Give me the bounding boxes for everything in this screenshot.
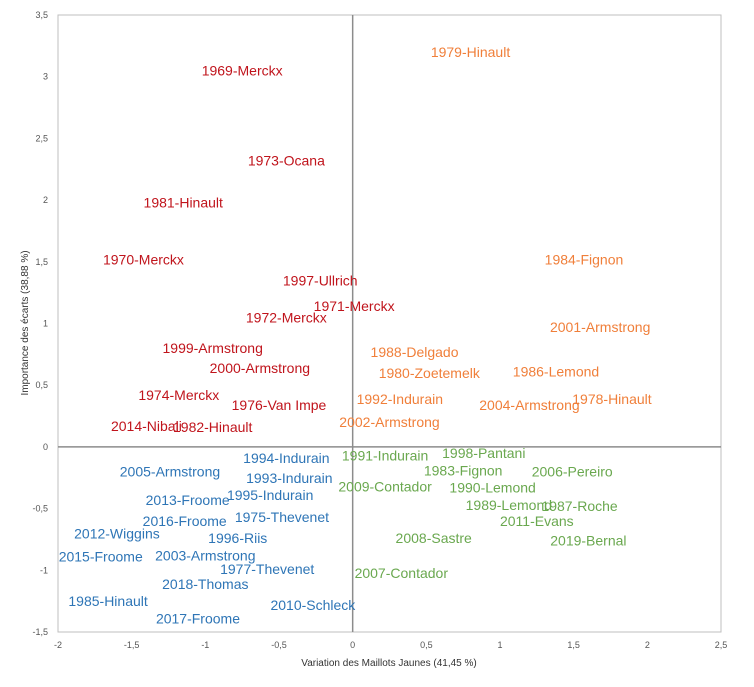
tick-labels-group: -2 -1,5 -1 -0,5 0 0,5 1 1,5 2 2,5 -1,5 -1 -0,5 0 0,5 1 1… xyxy=(32,10,727,650)
data-point-label: 1991-Indurain xyxy=(342,448,428,464)
x-tick-label: 1,5 xyxy=(567,640,580,650)
data-point-label: 1978-Hinault xyxy=(572,391,651,407)
data-point-label: 1971-Merckx xyxy=(314,298,395,314)
axes-group xyxy=(58,15,721,632)
data-point-label: 2014-Nibali xyxy=(111,418,182,434)
data-point-label: 2012-Wiggins xyxy=(74,525,160,541)
x-tick-label: -1,5 xyxy=(124,640,140,650)
data-point-label: 1998-Pantani xyxy=(442,445,525,461)
data-point-label: 1982-Hinault xyxy=(173,419,252,435)
data-point-label: 1973-Ocana xyxy=(248,153,325,169)
x-tick-label: -2 xyxy=(54,640,62,650)
data-point-label: 2019-Bernal xyxy=(550,533,626,549)
data-point-label: 1996-Riis xyxy=(208,530,267,546)
data-point-label: 2006-Pereiro xyxy=(532,464,613,480)
x-tick-label: 0 xyxy=(350,640,355,650)
data-point-label: 1972-Merckx xyxy=(246,309,327,325)
data-point-label: 1983-Fignon xyxy=(424,462,503,478)
y-axis-title: Importance des écarts (38,88 %) xyxy=(20,250,31,395)
y-tick-label: 1 xyxy=(43,319,48,329)
data-point-label: 2017-Froome xyxy=(156,610,240,626)
data-point-label: 1980-Zoetemelk xyxy=(379,365,481,381)
data-point-label: 2002-Armstrong xyxy=(339,414,439,430)
data-point-label: 1999-Armstrong xyxy=(163,340,263,356)
data-point-label: 1990-Lemond xyxy=(449,480,535,496)
point-labels-group: 1979-Hinault 1969-Merckx 1973-Ocana 1981-Hi… xyxy=(59,44,652,626)
data-point-label: 1979-Hinault xyxy=(431,44,510,60)
x-tick-label: 1 xyxy=(497,640,502,650)
y-tick-label: 0 xyxy=(43,442,48,452)
y-tick-label: 3 xyxy=(43,72,48,82)
data-point-label: 1995-Indurain xyxy=(227,487,313,503)
data-point-label: 1977-Thevenet xyxy=(220,561,314,577)
y-tick-label: 0,5 xyxy=(35,380,48,390)
y-tick-label: 2 xyxy=(43,195,48,205)
data-point-label: 2013-Froome xyxy=(146,492,230,508)
y-tick-label: 1,5 xyxy=(35,257,48,267)
data-point-label: 2010-Schleck xyxy=(270,597,356,613)
x-tick-label: -0,5 xyxy=(271,640,287,650)
y-tick-label: -1 xyxy=(40,565,48,575)
data-point-label: 2007-Contador xyxy=(355,565,449,581)
data-point-label: 1969-Merckx xyxy=(202,63,283,79)
y-tick-label: 2,5 xyxy=(35,133,48,143)
y-tick-label: -1,5 xyxy=(32,627,48,637)
data-point-label: 1988-Delgado xyxy=(371,344,459,360)
data-point-label: 1986-Lemond xyxy=(513,364,599,380)
data-point-label: 1997-Ullrich xyxy=(283,272,358,288)
data-point-label: 2008-Sastre xyxy=(396,530,472,546)
x-tick-label: -1 xyxy=(201,640,209,650)
data-point-label: 2009-Contador xyxy=(338,478,432,494)
data-point-label: 1975-Thevenet xyxy=(235,509,329,525)
x-tick-label: 2 xyxy=(645,640,650,650)
data-point-label: 1974-Merckx xyxy=(138,387,219,403)
data-point-label: 2004-Armstrong xyxy=(479,397,579,413)
data-point-label: 2011-Evans xyxy=(500,513,574,529)
x-axis-title: Variation des Maillots Jaunes (41,45 %) xyxy=(301,658,476,669)
data-point-label: 1984-Fignon xyxy=(545,251,624,267)
data-point-label: 1970-Merckx xyxy=(103,251,184,267)
y-tick-label: -0,5 xyxy=(32,504,48,514)
x-tick-label: 2,5 xyxy=(715,640,728,650)
data-point-label: 1981-Hinault xyxy=(144,195,223,211)
data-point-label: 2001-Armstrong xyxy=(550,319,650,335)
data-point-label: 1992-Indurain xyxy=(357,391,443,407)
data-point-label: 1994-Indurain xyxy=(243,450,329,466)
plot-frame xyxy=(57,14,722,633)
data-point-label: 2005-Armstrong xyxy=(120,464,220,480)
data-point-label: 1993-Indurain xyxy=(246,470,332,486)
data-point-label: 1976-Van Impe xyxy=(232,397,327,413)
data-point-label: 1989-Lemond xyxy=(466,497,552,513)
y-tick-label: 3,5 xyxy=(35,10,48,20)
x-tick-label: 0,5 xyxy=(420,640,433,650)
data-point-label: 2015-Froome xyxy=(59,549,143,565)
data-point-label: 2016-Froome xyxy=(143,513,227,529)
data-point-label: 2000-Armstrong xyxy=(210,360,310,376)
data-point-label: 2018-Thomas xyxy=(162,576,248,592)
data-point-label: 2003-Armstrong xyxy=(155,547,255,563)
data-point-label: 1985-Hinault xyxy=(68,593,147,609)
data-point-label: 1987-Roche xyxy=(541,498,617,514)
